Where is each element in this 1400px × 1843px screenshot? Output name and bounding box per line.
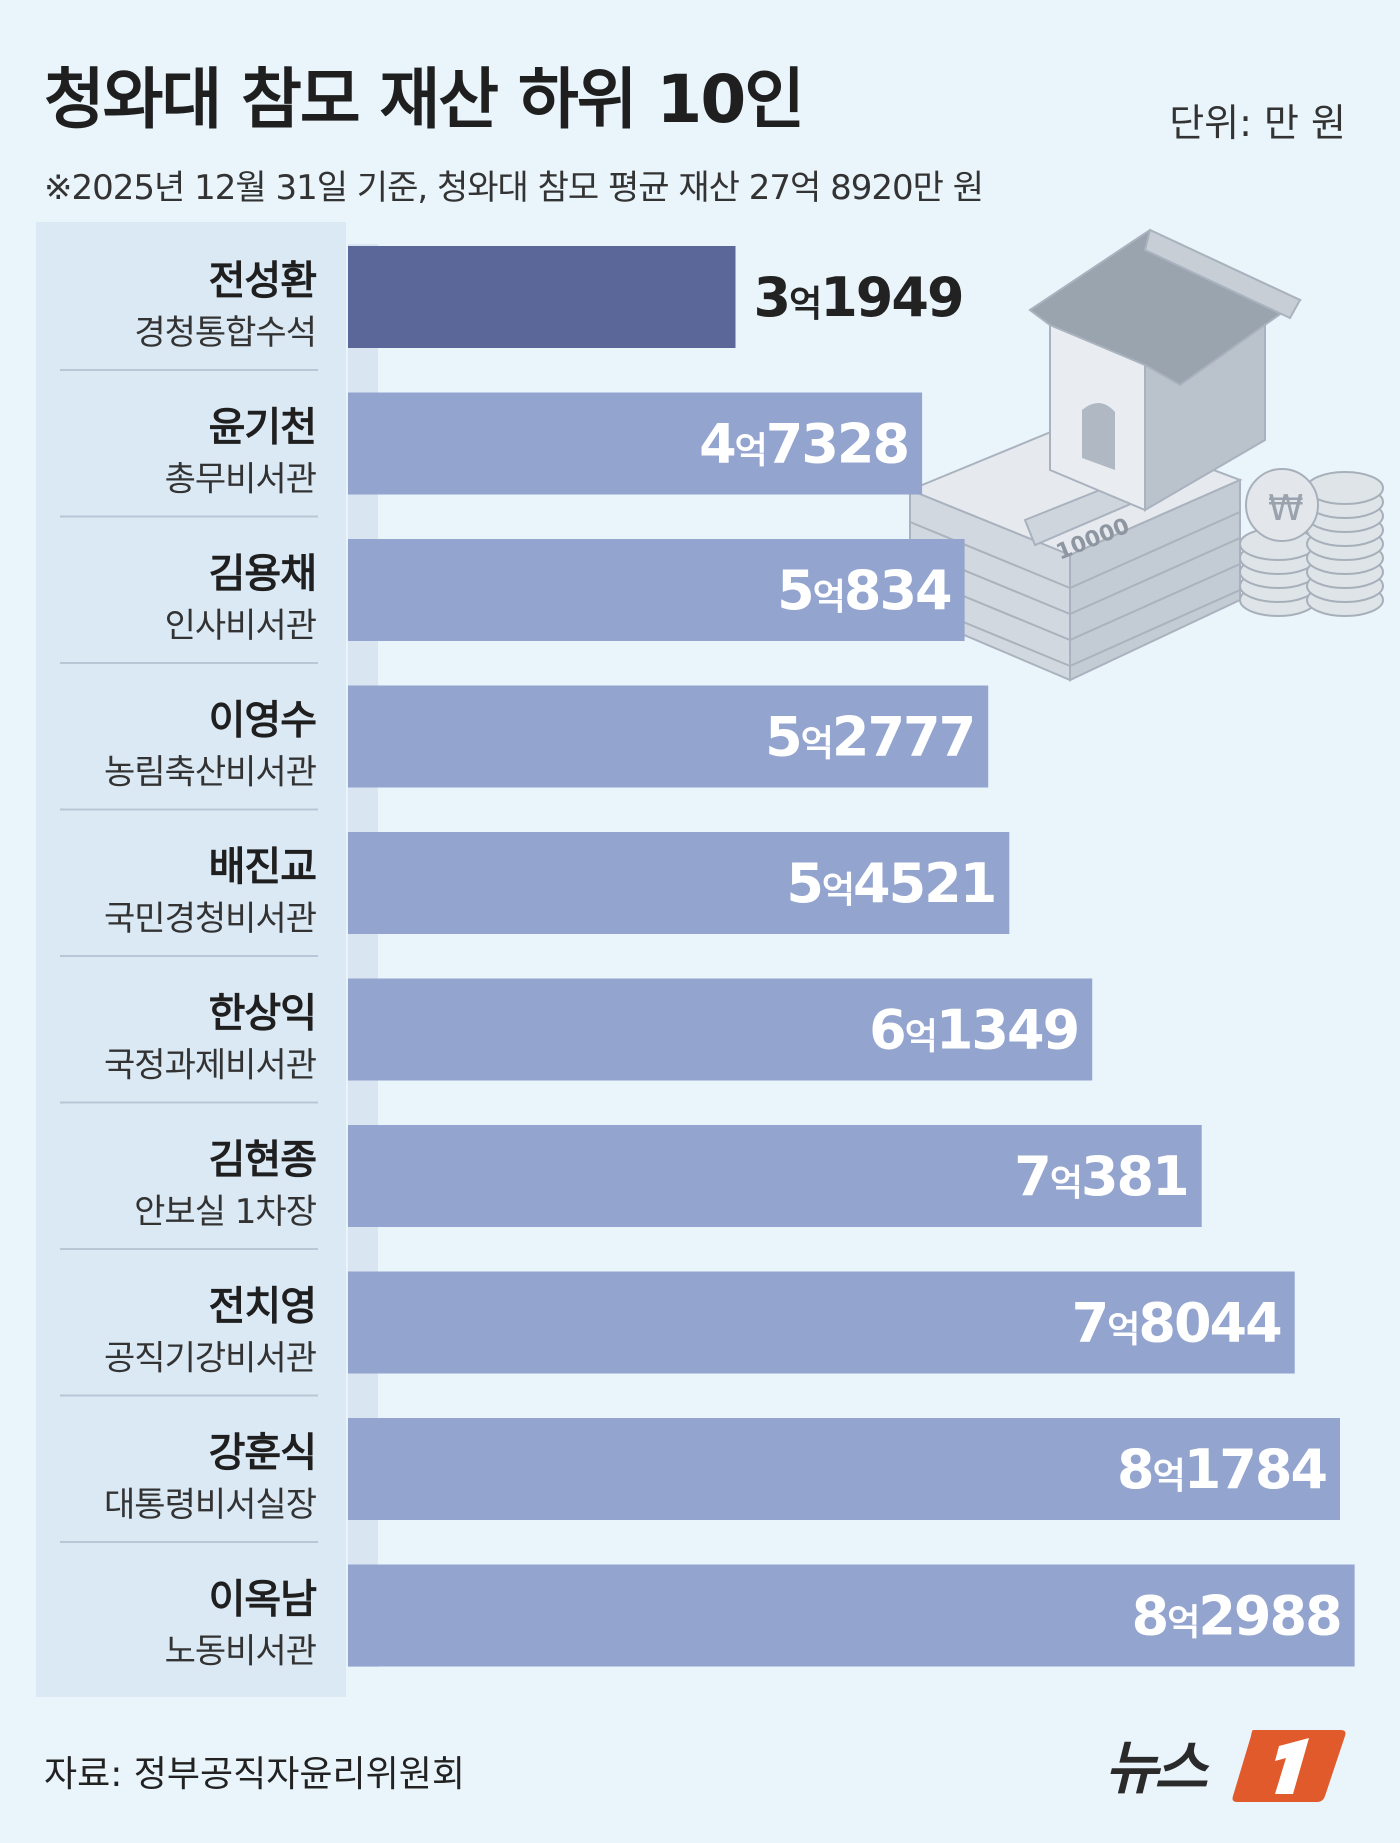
bar <box>348 1125 1202 1227</box>
person-name: 한상익 <box>209 991 316 1037</box>
bar <box>348 539 965 641</box>
won-symbol: ₩ <box>1268 488 1304 529</box>
person-name: 배진교 <box>209 844 317 890</box>
person-name: 전치영 <box>209 1284 316 1330</box>
label-panel <box>36 222 346 1697</box>
bar-value-label: 5억2777 <box>765 706 974 769</box>
person-role: 국정과제비서관 <box>104 1046 317 1086</box>
bar-value-label: 3억1949 <box>754 266 963 329</box>
banknote-edge <box>1069 589 1241 667</box>
person-role: 국민경청비서관 <box>104 899 317 939</box>
banknote-edge <box>1069 563 1241 641</box>
coin-face <box>1245 468 1319 542</box>
unit-label: 단위: 만 원 <box>1169 101 1346 145</box>
bar <box>348 1564 1355 1667</box>
house-on-money-icon: 10000₩ <box>907 228 1384 682</box>
bar <box>348 685 989 788</box>
bar <box>348 246 736 348</box>
person-role: 경청통합수석 <box>134 313 316 353</box>
page-title: 청와대 참모 재산 하위 10인 <box>44 61 805 138</box>
bar-value-label: 8억1784 <box>1117 1438 1326 1501</box>
bar-value-label: 5억4521 <box>786 852 995 915</box>
banknote-edge <box>1069 537 1241 615</box>
subtitle: ※2025년 12월 31일 기준, 청와대 참모 평균 재산 27억 8920… <box>44 168 984 208</box>
bar <box>348 392 923 495</box>
person-role: 농림축산비서관 <box>104 753 317 793</box>
person-name: 이옥남 <box>209 1577 318 1623</box>
bar <box>348 832 1010 934</box>
bar <box>348 1418 1340 1520</box>
person-role: 대통령비서실장 <box>104 1485 317 1525</box>
bar-value-label: 8억2988 <box>1132 1585 1341 1648</box>
house-roof-ridge <box>1143 228 1302 320</box>
bar-value-label: 5억834 <box>777 559 951 622</box>
bar-value-label: 7억381 <box>1014 1145 1187 1208</box>
source-note: 자료: 정부공직자윤리위원회 <box>44 1754 466 1795</box>
bar-value-label: 4억7328 <box>699 413 908 476</box>
person-name: 김현종 <box>209 1137 317 1183</box>
person-name: 윤기천 <box>209 405 316 451</box>
person-name: 김용채 <box>209 551 316 597</box>
bar-value-label: 6억1349 <box>869 999 1078 1062</box>
person-name: 강훈식 <box>209 1430 316 1476</box>
person-role: 공직기강비서관 <box>104 1339 317 1379</box>
banknote-edge <box>1069 511 1241 589</box>
news1-logo: 뉴스 <box>1105 1730 1346 1802</box>
house-door <box>1082 402 1115 470</box>
bar <box>348 978 1093 1081</box>
person-role: 총무비서관 <box>165 460 317 500</box>
svg-text:뉴스: 뉴스 <box>1105 1734 1210 1802</box>
person-role: 인사비서관 <box>165 606 317 646</box>
banknote-edge <box>909 521 1071 589</box>
bar <box>348 1271 1295 1374</box>
person-name: 이영수 <box>209 698 317 744</box>
bar-value-label: 7억8044 <box>1072 1292 1281 1355</box>
person-name: 전성환 <box>209 258 317 304</box>
person-role: 안보실 1차장 <box>134 1192 317 1232</box>
person-role: 노동비서관 <box>165 1632 317 1672</box>
